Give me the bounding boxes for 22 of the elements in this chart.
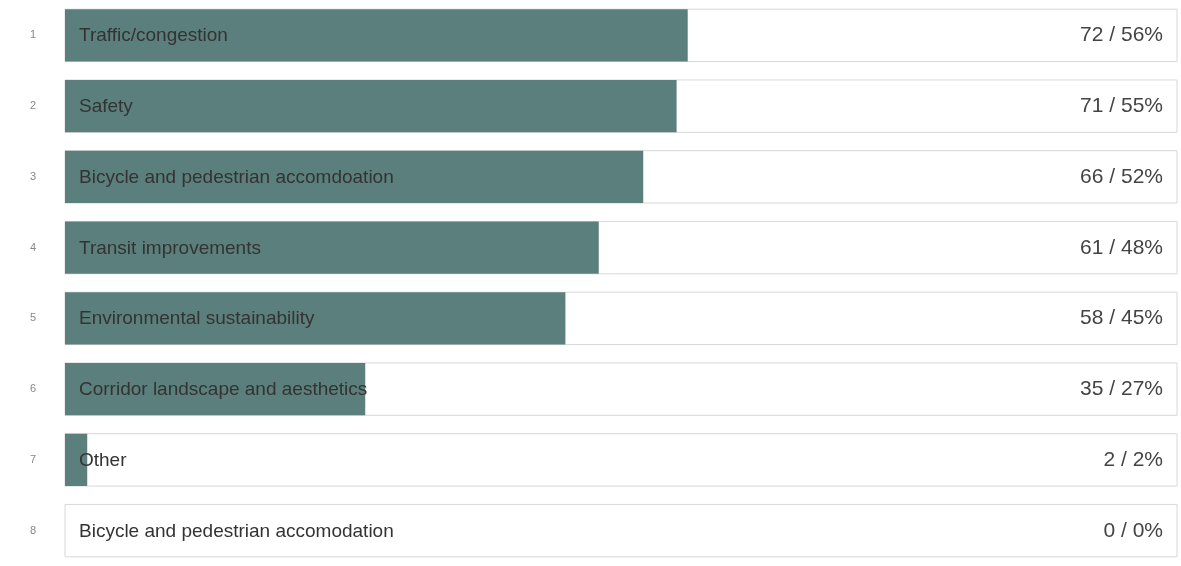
data-label: 61 / 48% [1080,234,1163,258]
text: 7 [29,452,37,465]
y-tick-label: Bicycle and pedestrian accomdoation [79,165,394,187]
data-label: 0 / 0% [1103,517,1163,541]
text: 6 [29,382,37,395]
text: 2 [29,99,37,112]
text: 3 [29,169,37,182]
data-label: 66 / 52% [1080,163,1163,187]
data-label: 58 / 45% [1080,305,1163,329]
text: 5 [29,311,37,324]
y-tick-label: Transit improvements [79,236,261,258]
data-label: 72 / 56% [1080,22,1163,46]
data-label: 35 / 27% [1080,376,1163,400]
y-tick-label: Bicycle and pedestrian accomodation [79,519,394,541]
y-tick-label: Safety [79,95,134,117]
data-label: 2 / 2% [1103,446,1163,470]
y-tick-label: Traffic/congestion [79,24,228,46]
text: 4 [29,240,37,253]
data-label: 71 / 55% [1080,93,1163,117]
text: 8 [29,523,37,536]
y-tick-label: Environmental sustainability [79,307,316,329]
text: 1 [29,28,37,41]
